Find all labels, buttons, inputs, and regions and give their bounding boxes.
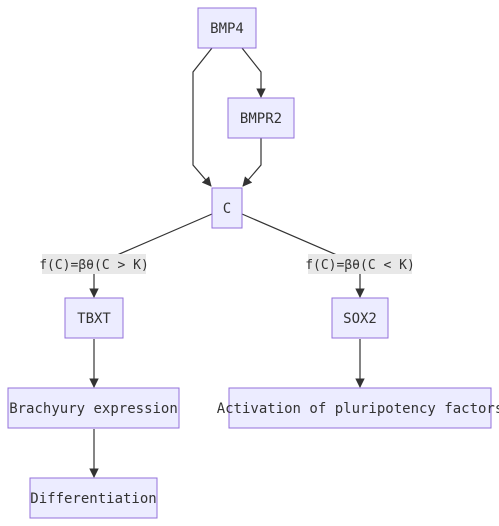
edge-bmp4-to-c [192,47,213,187]
node-c: C [211,187,243,229]
node-label: C [223,201,231,217]
edge-bmp4-to-bmpr2 [241,47,266,98]
node-label: BMPR2 [240,111,282,127]
node-bmpr2: BMPR2 [227,97,295,139]
edge-label-text: f(C)=βθ(C < K) [305,258,415,273]
node-brachyury-expression: Brachyury expression [7,387,180,429]
node-tbxt: TBXT [64,297,124,339]
edge-label-c-to-sox2: f(C)=βθ(C < K) [305,254,415,274]
node-label: Differentiation [30,491,156,507]
node-label: TBXT [77,311,111,327]
edge-bmpr2-to-c [242,138,262,187]
node-label: Brachyury expression [9,401,178,417]
node-pluripotency-factors: Activation of pluripotency factors [217,387,499,429]
node-sox2: SOX2 [331,297,389,339]
edge-label-c-to-tbxt: f(C)=βθ(C > K) [39,254,149,274]
node-label: SOX2 [343,311,377,327]
node-label: BMP4 [210,21,244,37]
node-differentiation: Differentiation [29,477,158,519]
edge-label-text: f(C)=βθ(C > K) [39,258,149,273]
node-label: Activation of pluripotency factors [217,401,499,417]
node-bmp4: BMP4 [197,7,257,49]
